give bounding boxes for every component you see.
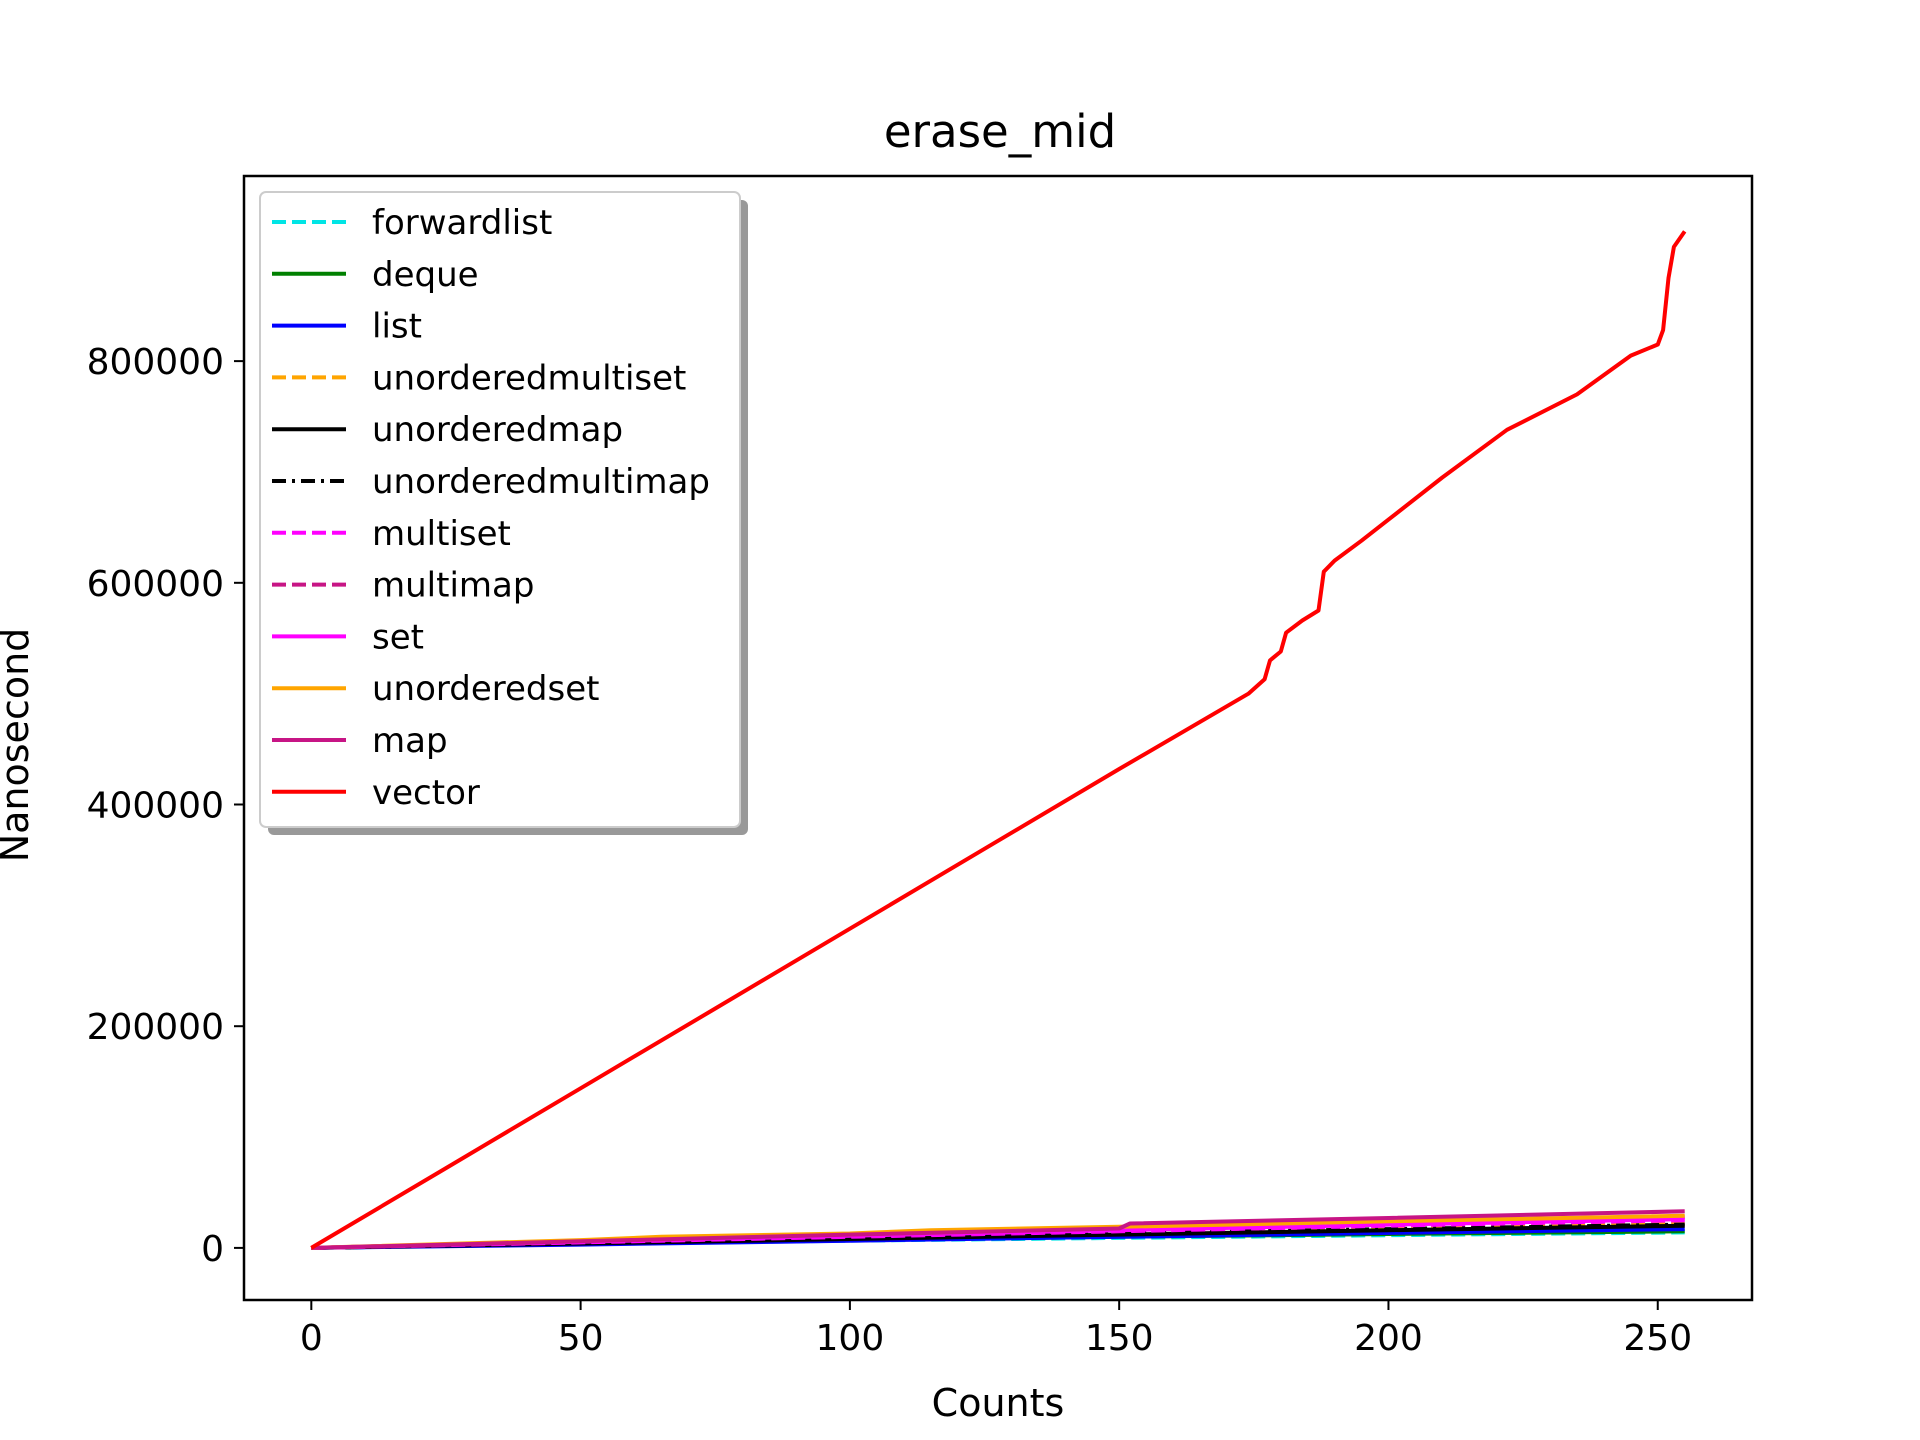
y-tick-label: 400000 [87, 786, 224, 827]
legend-label-unorderedset: unorderedset [372, 669, 599, 709]
legend: forwardlist deque list unorderedmultiset uno… [259, 191, 748, 835]
legend-label-map: map [372, 721, 448, 761]
y-tick-label: 200000 [87, 1007, 224, 1048]
legend-label-multimap: multimap [372, 566, 534, 606]
legend-label-deque: deque [372, 255, 479, 295]
y-axis: 0 200000 400000 600000 800000 [87, 342, 244, 1270]
plot-frame [242, 174, 1754, 1302]
series-line-vector [310, 230, 1687, 1250]
chart-title: erase_mid [884, 105, 1116, 158]
y-tick-label: 0 [201, 1229, 224, 1270]
x-tick-label: 0 [300, 1318, 323, 1359]
legend-label-vector: vector [372, 773, 480, 813]
x-tick-label: 250 [1623, 1318, 1692, 1359]
y-axis-title: Nanosecond [0, 628, 37, 863]
legend-label-set: set [372, 617, 424, 657]
legend-label-unorderedmultiset: unorderedmultiset [372, 358, 686, 398]
legend-label-list: list [372, 307, 422, 347]
legend-label-unorderedmap: unorderedmap [372, 410, 623, 450]
x-axis-title: Counts [932, 1381, 1065, 1425]
x-tick-label: 100 [816, 1318, 885, 1359]
legend-box [259, 191, 741, 828]
x-tick-label: 200 [1354, 1318, 1423, 1359]
x-axis: 0 50 100 150 200 250 [300, 1300, 1692, 1359]
legend-items: forwardlist deque list unorderedmultiset uno… [272, 203, 710, 813]
y-tick-label: 600000 [87, 564, 224, 605]
series-layer [310, 230, 1687, 1250]
x-tick-label: 150 [1085, 1318, 1154, 1359]
legend-label-forwardlist: forwardlist [372, 203, 552, 243]
y-tick-label: 800000 [87, 342, 224, 383]
x-tick-label: 50 [558, 1318, 604, 1359]
series-line-map [311, 1209, 1685, 1250]
legend-label-multiset: multiset [372, 514, 511, 554]
legend-label-unorderedmultimap: unorderedmultimap [372, 462, 710, 502]
